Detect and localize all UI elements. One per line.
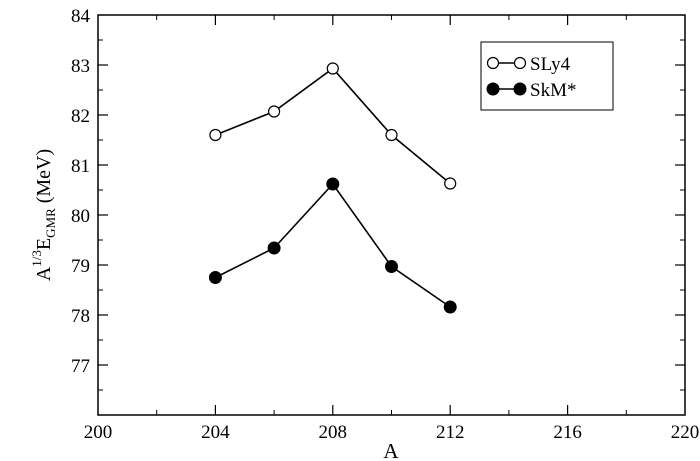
y-tick-label: 82	[71, 106, 90, 127]
x-tick-label: 200	[84, 422, 113, 443]
legend: SLy4 SkM*	[480, 41, 614, 111]
x-axis-ticks: 200 204 208 212 216 220	[84, 15, 700, 443]
series-line	[215, 182, 451, 308]
y-tick-label: 78	[71, 306, 90, 327]
y-axis-label-unit: (MeV)	[33, 149, 55, 203]
y-axis-label-symbol: E	[33, 238, 55, 250]
data-point	[268, 105, 281, 118]
y-tick-label: 77	[71, 356, 90, 377]
y-tick-label: 83	[71, 56, 90, 77]
x-tick-label: 216	[553, 422, 582, 443]
legend-marker-skm	[486, 82, 500, 96]
y-axis-label-exponent: 1/3	[29, 250, 44, 267]
y-axis-label: A1/3EGMR (MeV)	[29, 149, 58, 281]
y-tick-label: 84	[71, 6, 91, 27]
y-axis-label-base: A	[33, 266, 55, 281]
data-point	[444, 177, 457, 190]
y-tick-label: 81	[71, 156, 90, 177]
series-layer	[208, 62, 457, 314]
data-point	[326, 177, 340, 191]
data-point	[267, 241, 281, 255]
data-point	[208, 271, 222, 284]
y-tick-label: 80	[71, 206, 90, 227]
y-axis-ticks: 77 78 79 80 81 82 83 84	[71, 6, 685, 391]
legend-marker-skm	[513, 82, 527, 96]
legend-box	[480, 41, 614, 111]
y-axis-label-subscript: GMR	[43, 208, 58, 238]
data-point	[385, 128, 398, 142]
x-tick-label: 204	[201, 422, 230, 443]
x-tick-label: 220	[671, 422, 700, 443]
x-axis-label: A	[383, 439, 399, 461]
legend-label-sly4: SLy4	[530, 54, 571, 75]
data-point	[385, 260, 398, 273]
legend-marker-sly4	[513, 56, 527, 70]
legend-label-skm: SkM*	[530, 80, 576, 101]
x-tick-label: 212	[436, 422, 465, 443]
y-tick-label: 79	[71, 256, 90, 277]
x-tick-label: 208	[319, 422, 348, 443]
legend-marker-sly4	[486, 56, 500, 70]
data-point	[443, 300, 457, 314]
series-line	[215, 67, 451, 185]
data-point	[326, 62, 339, 75]
data-point	[209, 128, 222, 142]
